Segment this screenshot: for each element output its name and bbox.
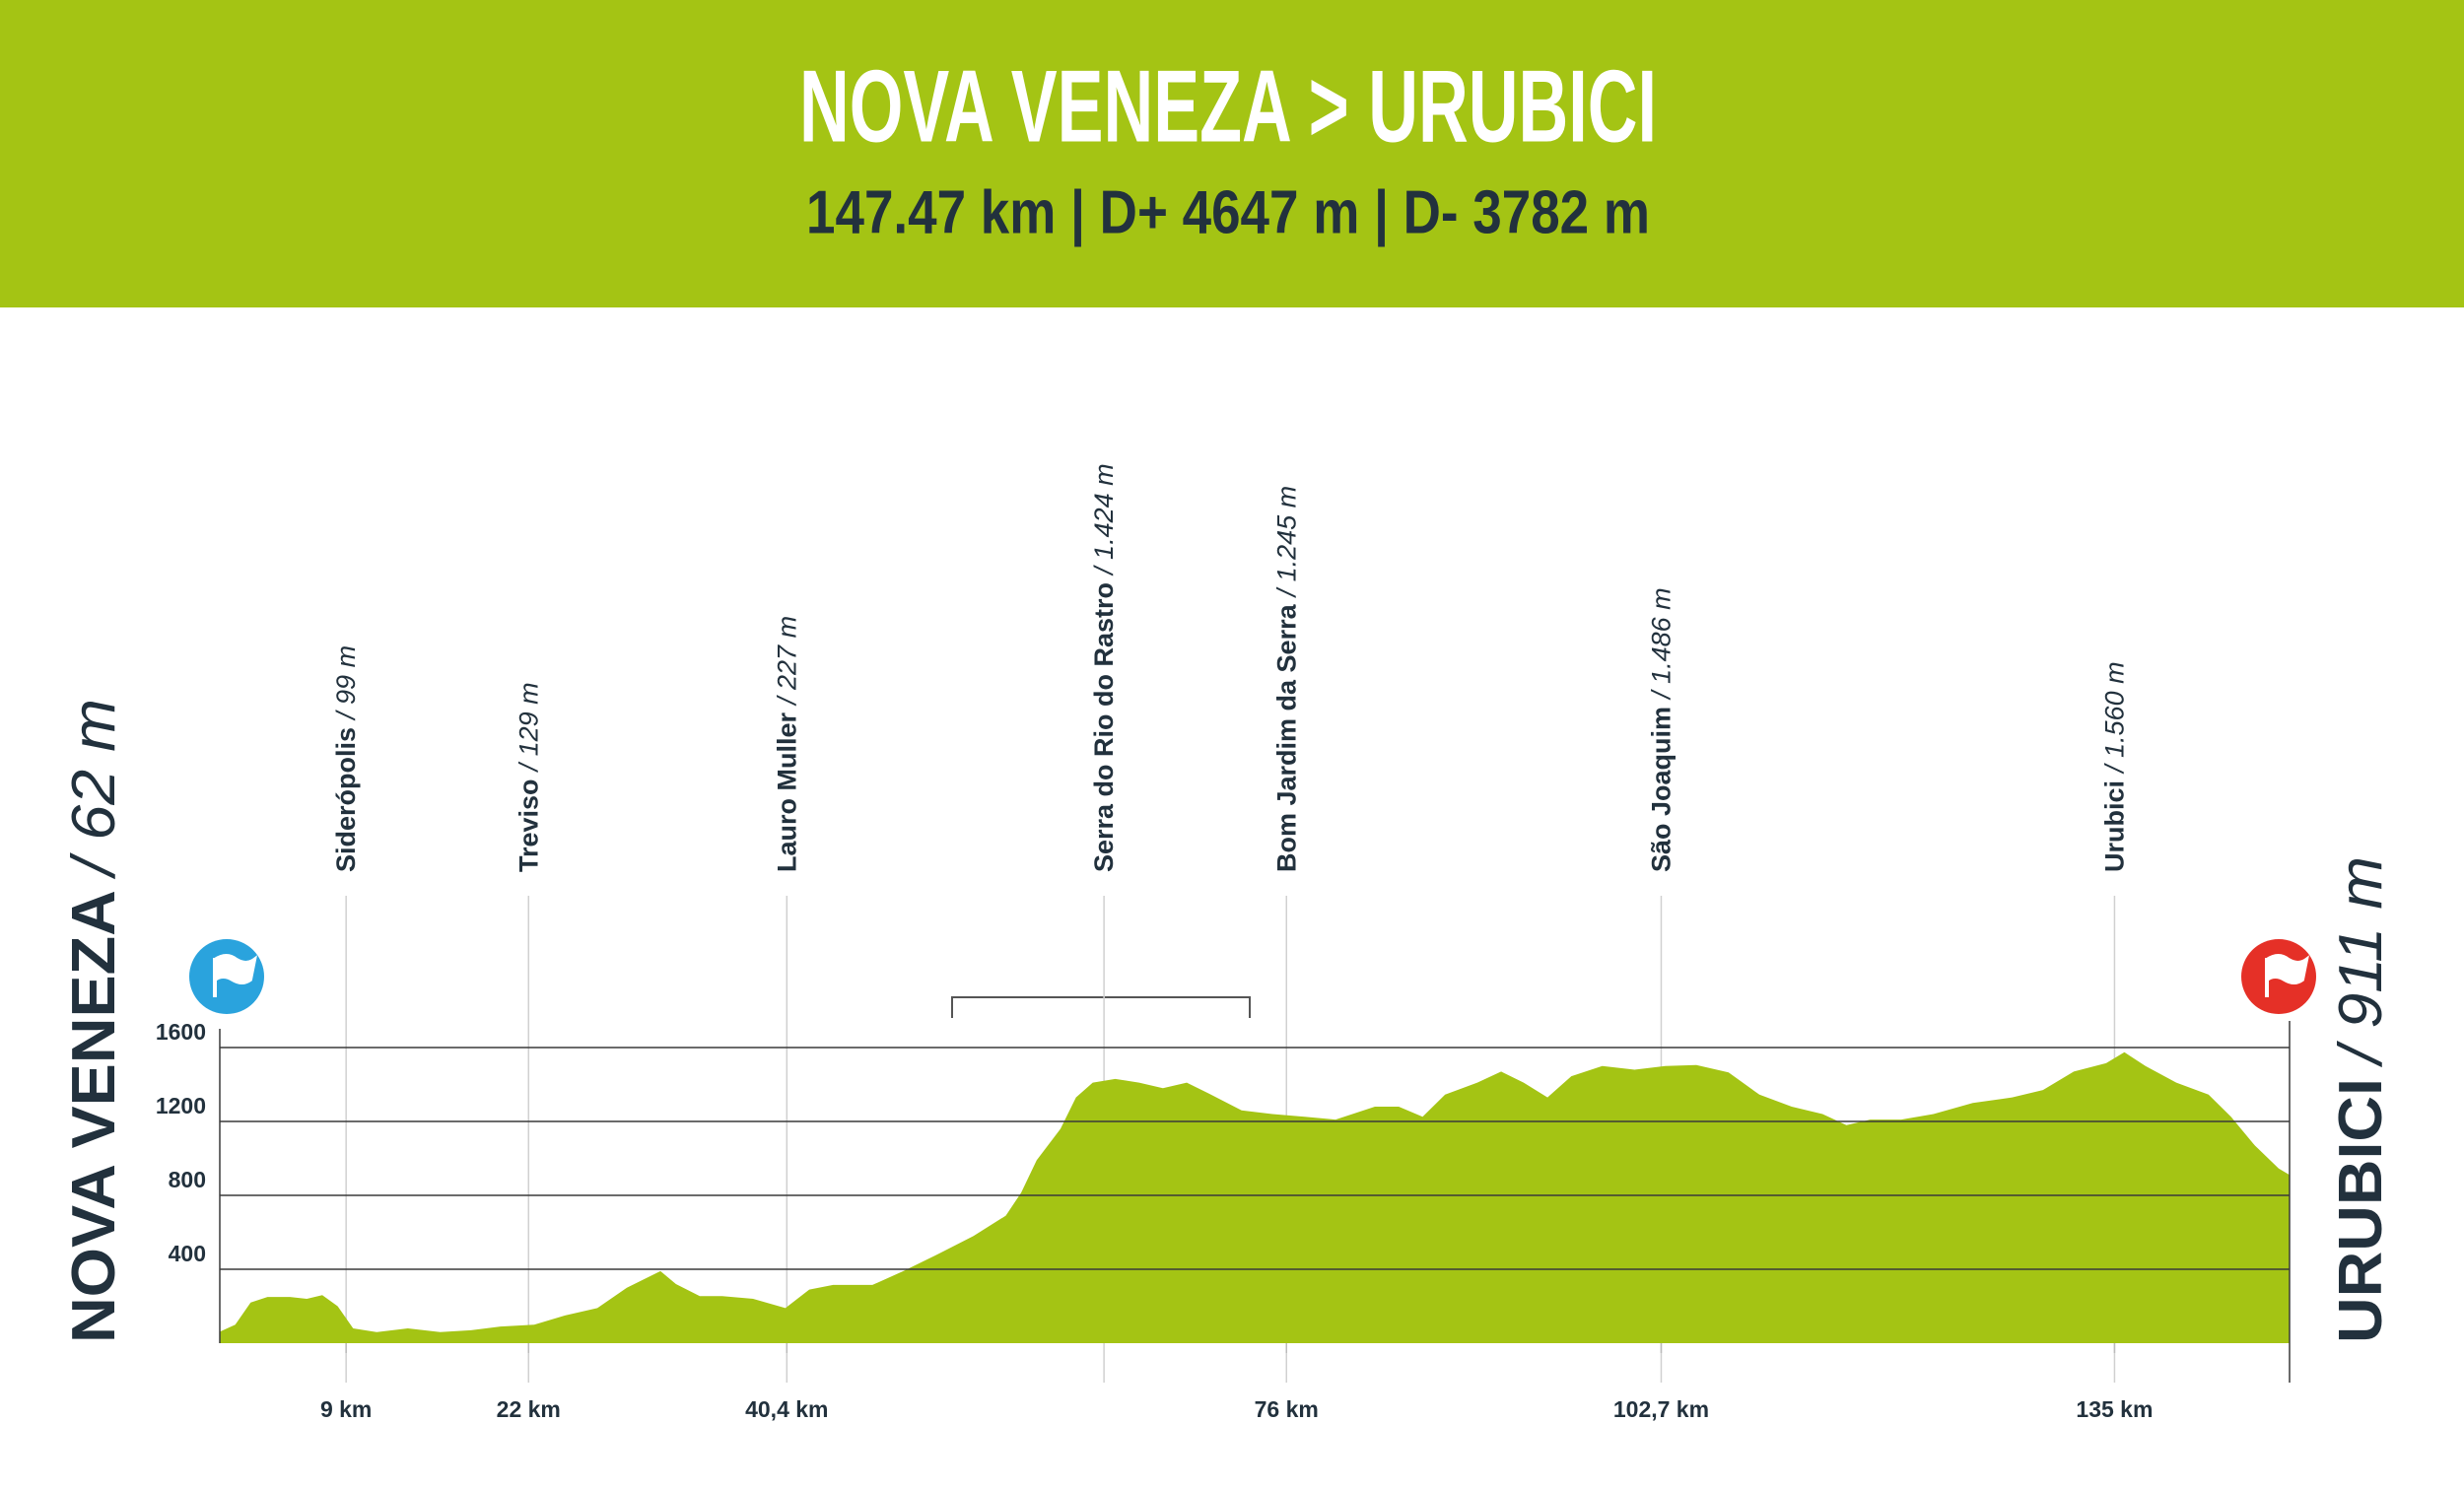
- end-name: URUBICI: [2327, 1078, 2395, 1343]
- y-tick-label: 1200: [156, 1093, 206, 1118]
- waypoint-elevation: / 129 m: [513, 682, 543, 773]
- waypoint-name: São Joaquim: [1647, 707, 1677, 872]
- waypoint-label: São Joaquim / 1.486 m: [1647, 587, 1677, 872]
- start-flag-icon: [213, 954, 257, 997]
- plot: Siderópolis / 99 m Treviso / 129 m Lauro Mul…: [156, 463, 2291, 1422]
- header-band: [0, 0, 2464, 307]
- waypoint-label: Serra do Rio do Rastro / 1.424 m: [1089, 463, 1119, 872]
- waypoint-elevation: / 1.245 m: [1271, 486, 1301, 599]
- waypoint-label: Siderópolis / 99 m: [331, 645, 361, 872]
- y-tick-label: 1600: [156, 1019, 206, 1045]
- y-tick-label: 800: [169, 1167, 206, 1192]
- x-tick-label: 102,7 km: [1613, 1396, 1709, 1422]
- waypoint-name: Lauro Muller: [772, 711, 801, 872]
- climb-bracket: [951, 996, 1251, 1018]
- waypoint-text: Lauro Muller / 227 m: [772, 616, 801, 872]
- waypoint-elevation: / 99 m: [331, 645, 361, 721]
- end-flag-icon: [2265, 954, 2309, 997]
- chart-title: NOVA VENEZA > URUBICI: [799, 49, 1657, 164]
- waypoint-label: Treviso / 129 m: [513, 682, 543, 872]
- waypoint-name: Serra do Rio do Rastro: [1089, 582, 1119, 872]
- x-tick-label: 40,4 km: [745, 1396, 828, 1422]
- waypoint-name: Urubici: [2100, 780, 2130, 872]
- waypoint-text: Bom Jardim da Serra / 1.245 m: [1271, 486, 1301, 872]
- end-flag: [2241, 939, 2316, 1014]
- chart-subtitle: 147.47 km | D+ 4647 m | D- 3782 m: [806, 178, 1650, 247]
- waypoint-elevation: / 1.424 m: [1089, 463, 1119, 576]
- waypoint-elevation: / 1.486 m: [1647, 587, 1677, 701]
- waypoint-label: Lauro Muller / 227 m: [772, 616, 801, 872]
- waypoint-text: Siderópolis / 99 m: [331, 645, 361, 872]
- start-name: NOVA VENEZA: [60, 890, 128, 1343]
- start-label: NOVA VENEZA / 62 m: [60, 699, 128, 1343]
- waypoint-elevation: / 227 m: [772, 616, 801, 707]
- waypoint-name: Bom Jardim da Serra: [1271, 603, 1301, 872]
- elevation-area: [220, 1051, 2290, 1343]
- waypoint-text: São Joaquim / 1.486 m: [1647, 587, 1677, 872]
- start-flag: [189, 939, 264, 1014]
- end-elevation: / 911 m: [2327, 856, 2395, 1068]
- waypoint-text: Urubici / 1.560 m: [2100, 661, 2130, 872]
- waypoint-name: Siderópolis: [331, 727, 361, 872]
- y-tick-label: 400: [169, 1241, 206, 1266]
- x-tick-label: 135 km: [2076, 1396, 2153, 1422]
- waypoint-text: Serra do Rio do Rastro / 1.424 m: [1089, 463, 1119, 872]
- x-tick-label: 22 km: [497, 1396, 561, 1422]
- waypoint-label: Bom Jardim da Serra / 1.245 m: [1271, 486, 1301, 872]
- waypoint-name: Treviso: [513, 779, 543, 872]
- waypoint-text: Treviso / 129 m: [513, 682, 543, 872]
- x-tick-label: 76 km: [1255, 1396, 1319, 1422]
- waypoint-elevation: / 1.560 m: [2100, 661, 2130, 775]
- start-label-text: NOVA VENEZA / 62 m: [60, 699, 128, 1343]
- x-tick-label: 9 km: [320, 1396, 372, 1422]
- waypoint-label: Urubici / 1.560 m: [2100, 661, 2130, 872]
- start-elevation: / 62 m: [60, 699, 128, 880]
- end-label: URUBICI / 911 m: [2327, 856, 2395, 1343]
- end-label-text: URUBICI / 911 m: [2327, 856, 2395, 1343]
